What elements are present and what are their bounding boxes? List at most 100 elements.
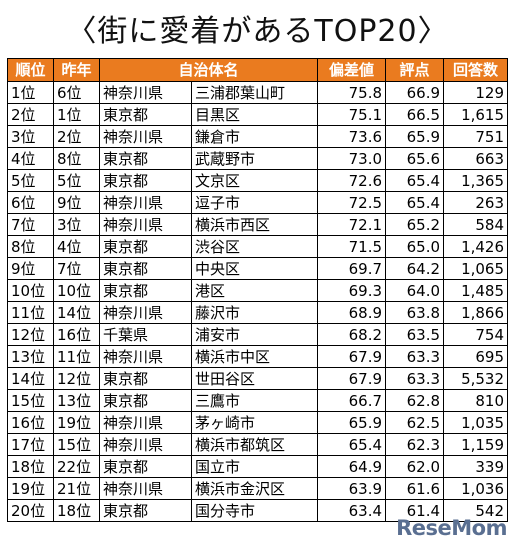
prev-rank-cell: 18位	[53, 499, 100, 522]
prev-rank-cell: 2位	[53, 125, 100, 148]
score-cell: 64.0	[385, 279, 445, 302]
prefecture-cell: 神奈川県	[99, 125, 192, 148]
count-cell: 1,065	[443, 257, 509, 280]
table-row: 1位 6位 神奈川県 三浦郡葉山町 75.8 66.9 129	[7, 81, 509, 104]
rank-cell: 16位	[7, 411, 54, 434]
col-header-deviation: 偏差値	[317, 58, 387, 82]
score-cell: 63.3	[385, 345, 445, 368]
prefecture-cell: 神奈川県	[99, 477, 192, 500]
deviation-cell: 72.5	[317, 191, 387, 214]
table-row: 9位 7位 東京都 中央区 69.7 64.2 1,065	[7, 257, 509, 280]
city-cell: 茅ヶ崎市	[190, 411, 319, 434]
prev-rank-cell: 12位	[53, 367, 100, 390]
deviation-cell: 64.9	[317, 455, 387, 478]
table-row: 16位 19位 神奈川県 茅ヶ崎市 65.9 62.5 1,035	[7, 411, 509, 434]
prefecture-cell: 神奈川県	[99, 433, 192, 456]
prev-rank-cell: 4位	[53, 235, 100, 258]
deviation-cell: 67.9	[317, 367, 387, 390]
score-cell: 62.8	[385, 389, 445, 412]
prev-rank-cell: 9位	[53, 191, 100, 214]
rank-cell: 20位	[7, 499, 54, 522]
rank-cell: 1位	[7, 81, 54, 104]
table-row: 20位 18位 東京都 国分寺市 63.4 61.4 542	[7, 499, 509, 522]
table-row: 4位 8位 東京都 武蔵野市 73.0 65.6 663	[7, 147, 509, 170]
score-cell: 65.6	[385, 147, 445, 170]
city-cell: 国分寺市	[190, 499, 319, 522]
deviation-cell: 67.9	[317, 345, 387, 368]
deviation-cell: 73.6	[317, 125, 387, 148]
col-header-rank: 順位	[7, 58, 54, 82]
prev-rank-cell: 22位	[53, 455, 100, 478]
table-row: 14位 12位 東京都 世田谷区 67.9 63.3 5,532	[7, 367, 509, 390]
prefecture-cell: 東京都	[99, 389, 192, 412]
city-cell: 渋谷区	[190, 235, 319, 258]
count-cell: 5,532	[443, 367, 509, 390]
rank-cell: 14位	[7, 367, 54, 390]
prefecture-cell: 東京都	[99, 455, 192, 478]
score-cell: 63.8	[385, 301, 445, 324]
prefecture-cell: 東京都	[99, 147, 192, 170]
score-cell: 62.3	[385, 433, 445, 456]
rank-cell: 9位	[7, 257, 54, 280]
city-cell: 港区	[190, 279, 319, 302]
table-row: 2位 1位 東京都 目黒区 75.1 66.5 1,615	[7, 103, 509, 126]
city-cell: 武蔵野市	[190, 147, 319, 170]
city-cell: 三鷹市	[190, 389, 319, 412]
col-header-count: 回答数	[443, 58, 509, 82]
deviation-cell: 63.4	[317, 499, 387, 522]
prev-rank-cell: 7位	[53, 257, 100, 280]
prev-rank-cell: 19位	[53, 411, 100, 434]
table-body: 1位 6位 神奈川県 三浦郡葉山町 75.8 66.9 129 2位 1位 東京都 目黒区 75.1 6…	[7, 81, 509, 522]
city-cell: 三浦郡葉山町	[190, 81, 319, 104]
prefecture-cell: 神奈川県	[99, 191, 192, 214]
table-row: 19位 21位 神奈川県 横浜市金沢区 63.9 61.6 1,036	[7, 477, 509, 500]
rank-cell: 17位	[7, 433, 54, 456]
col-header-score: 評点	[385, 58, 445, 82]
rank-cell: 18位	[7, 455, 54, 478]
header-row: 順位 昨年 自治体名 偏差値 評点 回答数	[7, 58, 509, 82]
count-cell: 751	[443, 125, 509, 148]
prev-rank-cell: 13位	[53, 389, 100, 412]
score-cell: 64.2	[385, 257, 445, 280]
prev-rank-cell: 14位	[53, 301, 100, 324]
score-cell: 61.6	[385, 477, 445, 500]
deviation-cell: 66.7	[317, 389, 387, 412]
deviation-cell: 68.9	[317, 301, 387, 324]
count-cell: 339	[443, 455, 509, 478]
table-row: 13位 11位 神奈川県 横浜市中区 67.9 63.3 695	[7, 345, 509, 368]
col-header-municipality: 自治体名	[98, 58, 319, 82]
prefecture-cell: 東京都	[99, 499, 192, 522]
deviation-cell: 69.7	[317, 257, 387, 280]
table-row: 15位 13位 東京都 三鷹市 66.7 62.8 810	[7, 389, 509, 412]
prefecture-cell: 東京都	[99, 279, 192, 302]
table-row: 18位 22位 東京都 国立市 64.9 62.0 339	[7, 455, 509, 478]
city-cell: 横浜市西区	[190, 213, 319, 236]
prev-rank-cell: 6位	[53, 81, 100, 104]
prefecture-cell: 東京都	[99, 257, 192, 280]
city-cell: 横浜市都筑区	[190, 433, 319, 456]
count-cell: 1,365	[443, 169, 509, 192]
col-header-prev: 昨年	[53, 58, 100, 82]
score-cell: 62.5	[385, 411, 445, 434]
city-cell: 鎌倉市	[190, 125, 319, 148]
score-cell: 65.4	[385, 169, 445, 192]
prefecture-cell: 神奈川県	[99, 81, 192, 104]
page-title: 〈街に愛着があるTOP20〉	[66, 14, 449, 49]
score-cell: 65.2	[385, 213, 445, 236]
count-cell: 663	[443, 147, 509, 170]
rank-cell: 7位	[7, 213, 54, 236]
prev-rank-cell: 10位	[53, 279, 100, 302]
count-cell: 1,866	[443, 301, 509, 324]
rank-cell: 13位	[7, 345, 54, 368]
score-cell: 63.3	[385, 367, 445, 390]
score-cell: 65.4	[385, 191, 445, 214]
count-cell: 542	[443, 499, 509, 522]
rank-cell: 12位	[7, 323, 54, 346]
score-cell: 66.9	[385, 81, 445, 104]
deviation-cell: 71.5	[317, 235, 387, 258]
city-cell: 目黒区	[190, 103, 319, 126]
table-row: 7位 3位 神奈川県 横浜市西区 72.1 65.2 584	[7, 213, 509, 236]
city-cell: 逗子市	[190, 191, 319, 214]
prefecture-cell: 千葉県	[99, 323, 192, 346]
count-cell: 129	[443, 81, 509, 104]
